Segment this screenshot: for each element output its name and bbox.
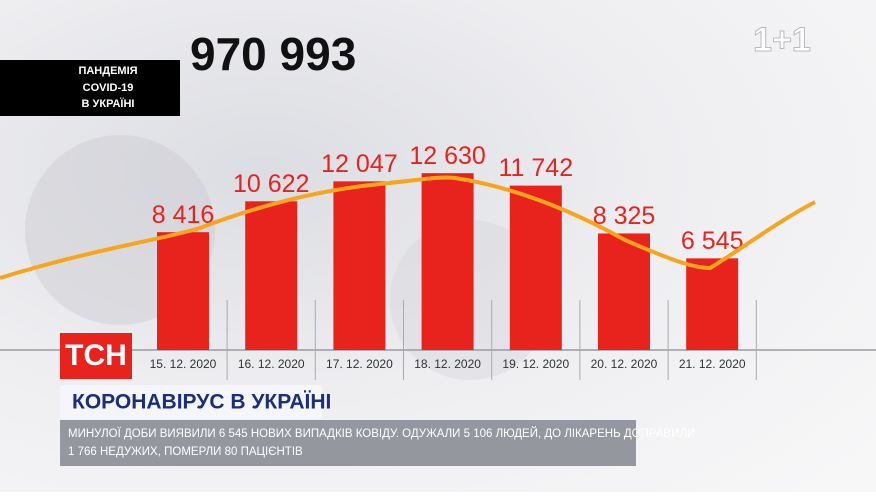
- x-tick-label: 21. 12. 2020: [679, 357, 746, 371]
- logo-text: ТСН: [65, 339, 127, 372]
- x-tick-label: 19. 12. 2020: [502, 357, 569, 371]
- badge-line: В УКРАЇНІ: [82, 97, 135, 110]
- value-label: 12 047: [321, 150, 397, 178]
- value-label: 10 622: [233, 170, 309, 198]
- headline: КОРОНАВІРУС В УКРАЇНІ: [72, 391, 331, 414]
- badge-line: ПАНДЕМІЯ: [78, 65, 137, 77]
- bar: [245, 201, 298, 350]
- bar: [421, 173, 474, 350]
- bar: [598, 233, 650, 350]
- badge-line: COVID-19: [83, 82, 134, 94]
- x-tick-label: 18. 12. 2020: [414, 357, 481, 371]
- bar: [509, 185, 562, 350]
- x-tick-label: 15. 12. 2020: [150, 357, 217, 371]
- x-tick-label: 17. 12. 2020: [326, 357, 393, 371]
- bar: [157, 232, 209, 350]
- value-label: 11 742: [498, 154, 573, 182]
- ticker-line: 1 766 НЕДУЖИХ, ПОМЕРЛИ 80 ПАЦІЄНТІВ: [68, 446, 303, 458]
- value-label: 8 325: [593, 202, 656, 230]
- value-label: 8 416: [152, 201, 215, 229]
- value-label: 6 545: [681, 227, 744, 255]
- headline-box: [60, 385, 322, 419]
- ticker-line: МИНУЛОЇ ДОБИ ВИЯВИЛИ 6 545 НОВИХ ВИПАДКІ…: [68, 427, 695, 440]
- bar: [333, 181, 386, 350]
- trend-line: [0, 175, 816, 280]
- x-tick-label: 16. 12. 2020: [238, 357, 305, 371]
- logo-box: [60, 333, 132, 379]
- total-cases: 970 993: [190, 28, 356, 80]
- bar: [686, 258, 739, 350]
- value-label: 12 630: [409, 142, 485, 170]
- badge-box: [0, 60, 180, 116]
- ticker-box: [60, 420, 636, 466]
- x-tick-label: 20. 12. 2020: [591, 357, 658, 371]
- chart: 8 416 15. 12. 2020 10 622 16. 12. 2020 12 04…: [150, 142, 757, 380]
- channel-logo: 1+1: [753, 21, 811, 59]
